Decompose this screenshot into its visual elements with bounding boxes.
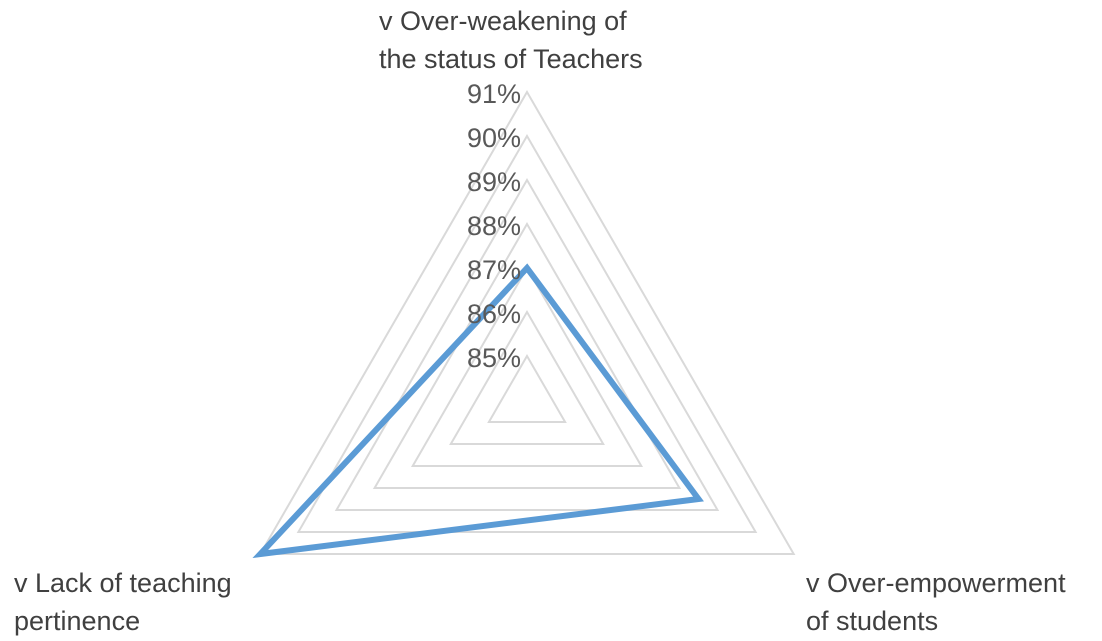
grid-ring-6 (296, 133, 758, 533)
grid-ring-4 (372, 221, 682, 489)
tick-label-7: 91% (467, 79, 521, 109)
tick-label-6: 90% (467, 123, 521, 153)
grid-ring-2 (449, 309, 605, 445)
category-label-bottom-right-line-1: v Over-empowerment (806, 568, 1066, 598)
category-label-bottom-right: v Over-empowerment of students (806, 564, 1066, 640)
category-label-top-line-1: v Over-weakening of (379, 6, 627, 36)
grid-ring-1 (487, 353, 567, 423)
category-label-bottom-left-line-1: v Lack of teaching (14, 568, 232, 598)
category-label-bottom-right-line-2: of students (806, 606, 939, 636)
category-label-top: v Over-weakening of the status of Teache… (379, 2, 643, 78)
category-label-bottom-left-line-2: pertinence (14, 606, 141, 636)
grid-ring-3 (410, 265, 644, 467)
tick-label-4: 88% (467, 211, 521, 241)
tick-label-1: 85% (467, 343, 521, 373)
radar-grid (258, 89, 796, 555)
category-label-top-line-2: the status of Teachers (379, 44, 643, 74)
tick-label-2: 86% (467, 299, 521, 329)
tick-label-3: 87% (467, 255, 521, 285)
tick-label-5: 89% (467, 167, 521, 197)
series-line-1 (252, 263, 704, 559)
radial-tick-labels: 85% 86% 87% 88% 89% 90% 91% (467, 79, 521, 373)
grid-ring-5 (334, 177, 720, 511)
category-label-bottom-left: v Lack of teaching pertinence (14, 564, 232, 640)
radar-series-layer (252, 263, 704, 559)
grid-ring-7 (258, 89, 796, 555)
